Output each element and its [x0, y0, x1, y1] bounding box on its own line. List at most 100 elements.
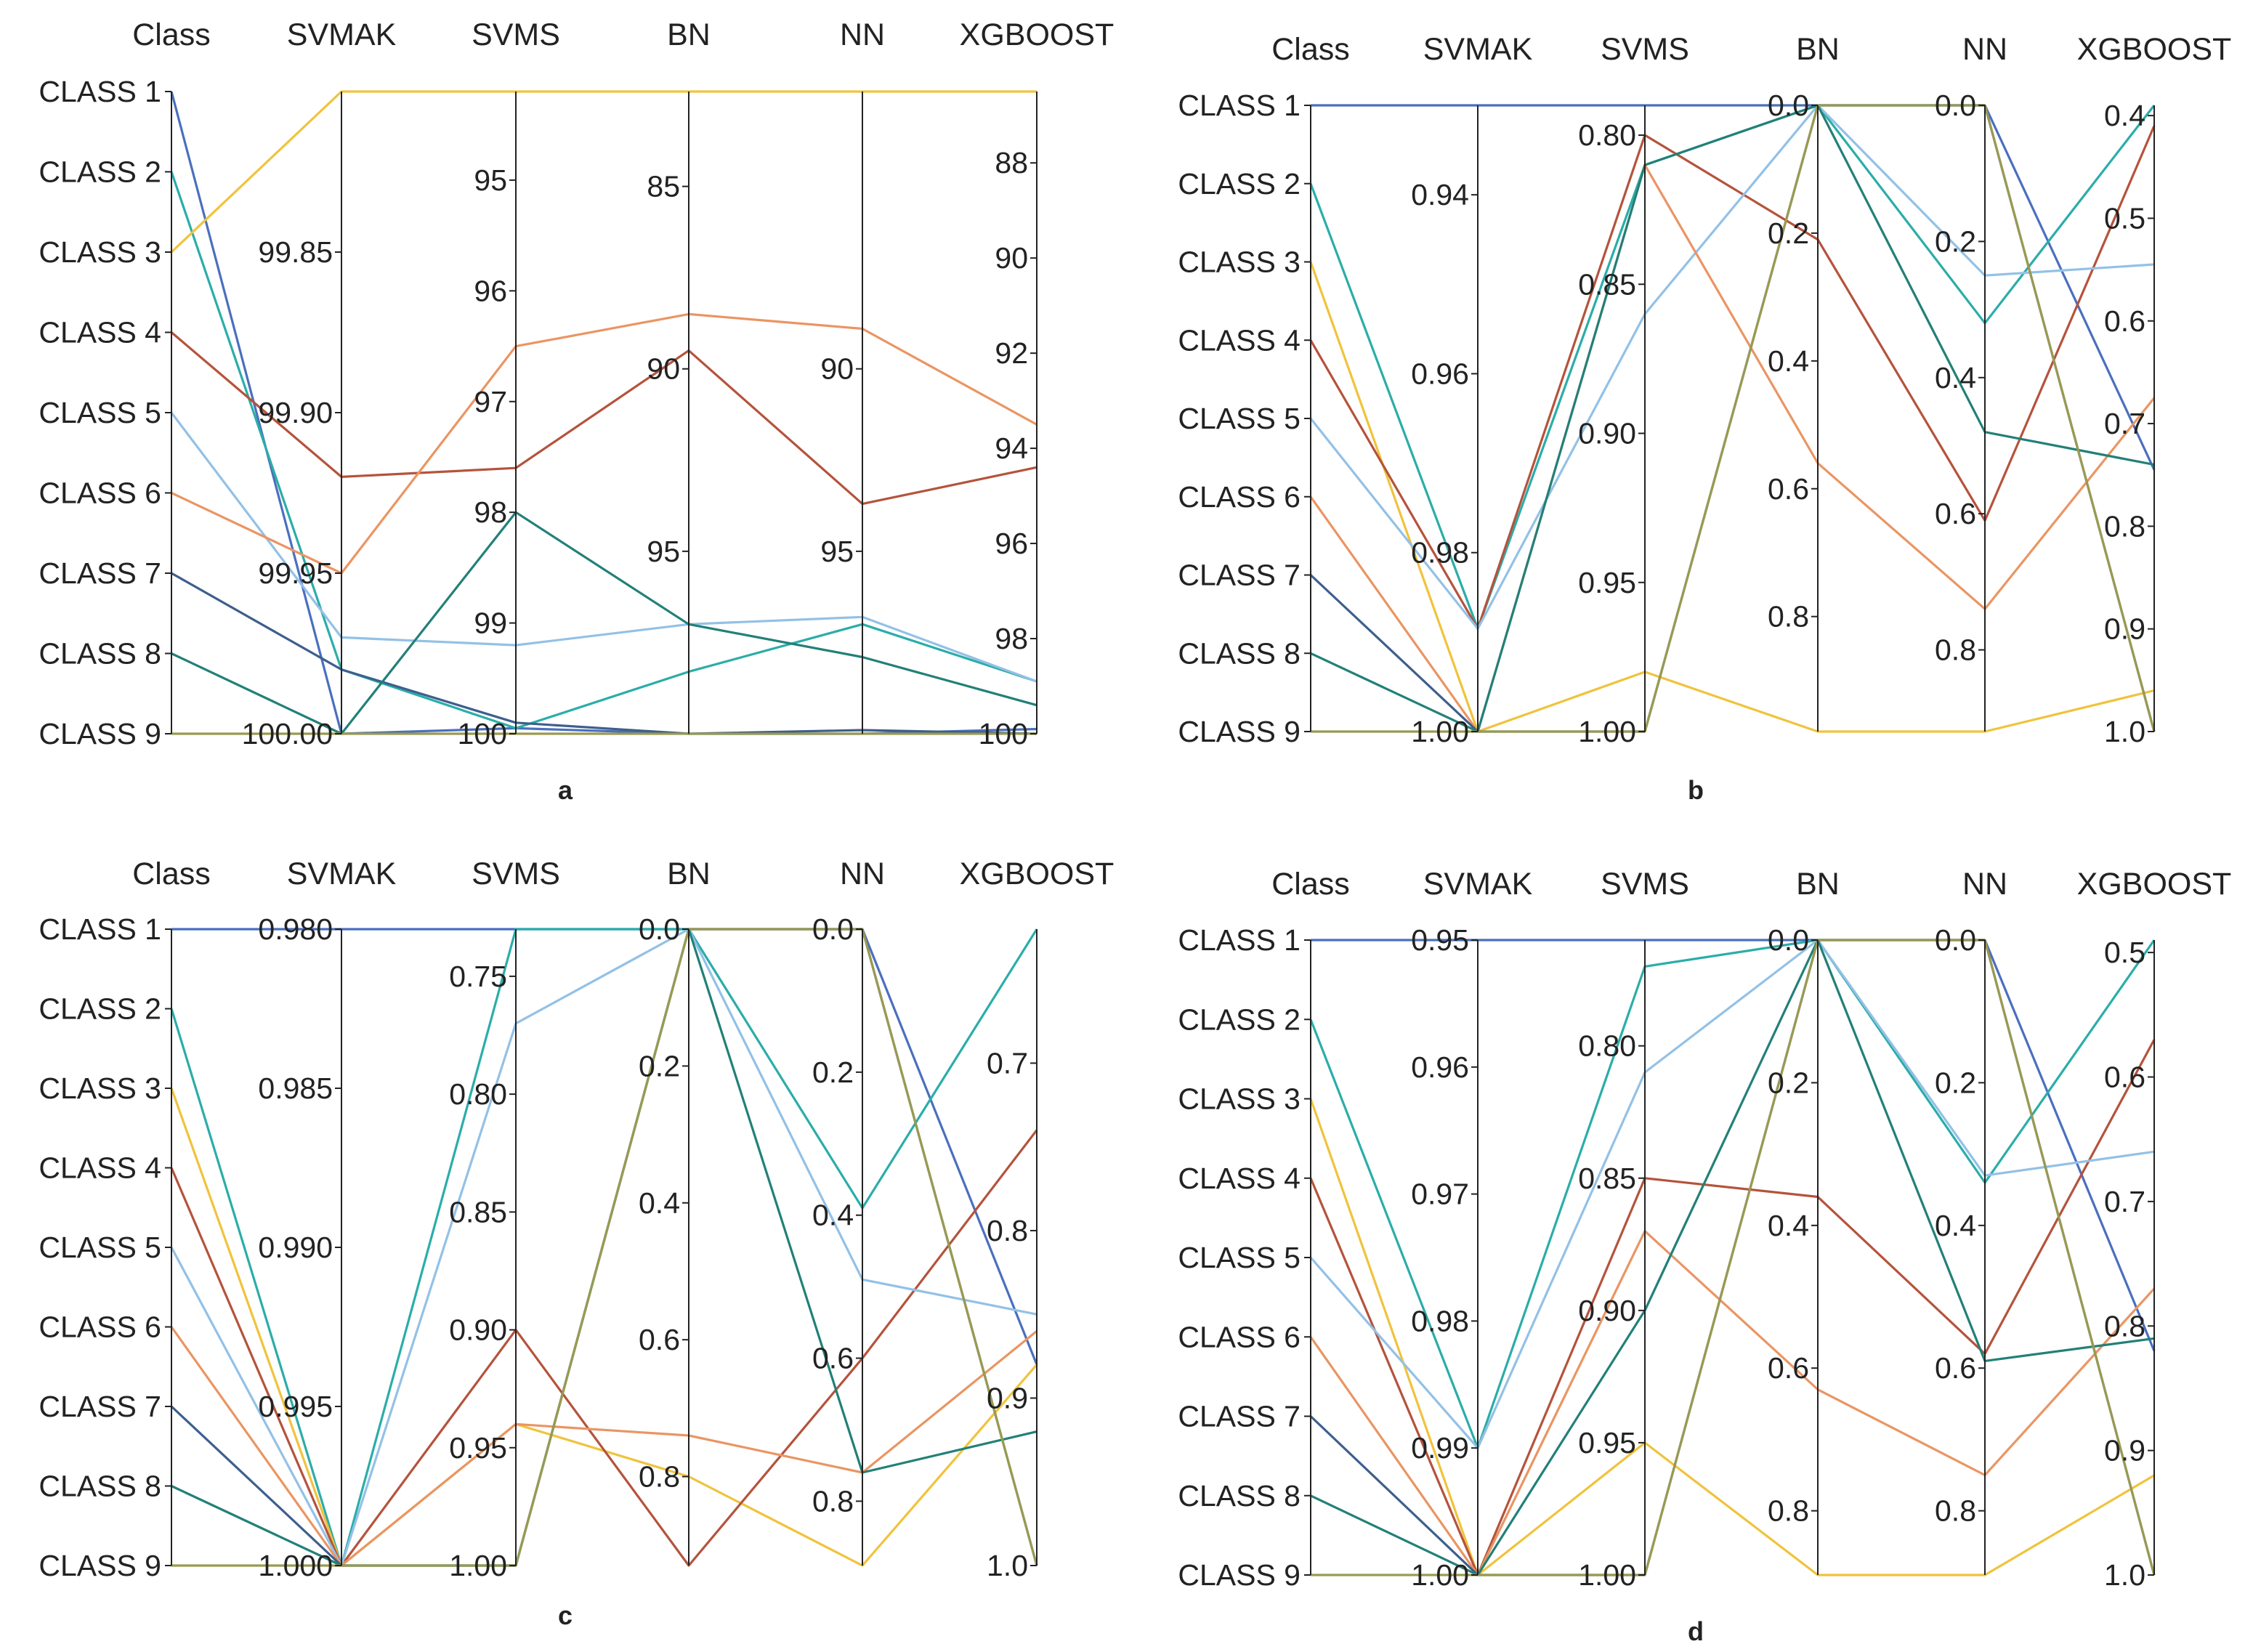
- class-axis-tick-label: CLASS 3: [1178, 1082, 1301, 1116]
- class-axis-tick-label: CLASS 8: [1178, 636, 1301, 670]
- axis-tick-label-svms: 0.95: [1578, 1426, 1636, 1459]
- axis-tick-label-svms: 0.75: [449, 960, 507, 993]
- axis-tick-label-svmak: 99.85: [258, 235, 333, 269]
- axis-tick-label-svmak: 0.95: [1411, 923, 1469, 957]
- axis-tick-label-svms: 0.85: [1578, 1162, 1636, 1195]
- axis-tick-label-bn: 0.8: [639, 1460, 680, 1494]
- class-axis-tick-label: CLASS 1: [1178, 89, 1301, 122]
- series-line-class-3: [1309, 261, 2155, 733]
- axis-tick-label-svmak: 0.995: [258, 1390, 333, 1423]
- axis-tick-label-nn: 0.2: [812, 1056, 854, 1089]
- series-line-class-3: [170, 1088, 1038, 1567]
- class-axis-tick-label: CLASS 3: [1178, 246, 1301, 279]
- axis-tick-label-svmak: 0.980: [258, 912, 333, 946]
- class-axis-tick-label: CLASS 4: [1178, 1162, 1301, 1195]
- series-line-class-8: [1310, 939, 2155, 1576]
- series-line-class-2: [1309, 939, 2156, 1449]
- series-lines: [1309, 939, 2156, 1576]
- axis-tick-label-svms: 98: [474, 495, 507, 529]
- dimension-title-svms: SVMS: [472, 17, 560, 52]
- chart-panel-b: Class SVMAK SVMS BN NN XGBOOST CLASS 1 CLASS 2 C…: [1178, 32, 2231, 805]
- panel-label: b: [1688, 775, 1704, 805]
- axis-tick-label-svmak: 0.96: [1411, 1050, 1469, 1084]
- axis-tick-label-svms: 1.00: [1578, 715, 1636, 748]
- axis-tick-label-svmak: 0.990: [258, 1231, 333, 1264]
- dimension-title-bn: BN: [1796, 867, 1840, 902]
- series-line-class-6: [171, 312, 1037, 575]
- series-line-class-3: [1309, 1098, 2155, 1576]
- axis-tick-label-bn: 0.4: [1768, 344, 1809, 378]
- axis-tick-label-svmak: 0.97: [1411, 1178, 1469, 1211]
- axis-tick-label-nn: 95: [820, 535, 854, 568]
- axis-tick-label-svmak: 99.90: [258, 396, 333, 429]
- axis-tick-label-xgboost: 0.9: [2104, 612, 2145, 646]
- axis-tick-label-svms: 0.90: [1578, 1294, 1636, 1327]
- axis-tick-label-bn: 0.6: [1768, 1351, 1809, 1385]
- series-line-class-2: [170, 928, 1038, 1567]
- dimension-title-nn: NN: [840, 17, 885, 52]
- dimension-title-svms: SVMS: [472, 857, 560, 891]
- dimension-title-bn: BN: [667, 857, 711, 891]
- class-axis-tick-label: CLASS 5: [1178, 402, 1301, 435]
- series-line-class-6: [1309, 163, 2156, 733]
- axis-tick-label-bn: 0.2: [1768, 1066, 1809, 1099]
- series-lines: [170, 928, 1038, 1567]
- series-line-class-8: [1310, 104, 2155, 733]
- axis-tick-label-svmak: 99.95: [258, 556, 333, 590]
- axis-tick-label-xgboost: 98: [995, 622, 1028, 655]
- dimension-title-svmak: SVMAK: [1423, 32, 1533, 67]
- axis-tick-label-nn: 0.8: [812, 1484, 854, 1518]
- dimension-title-class: Class: [132, 17, 211, 52]
- axis-tick-label-svms: 96: [474, 274, 507, 307]
- class-axis-tick-label: CLASS 6: [1178, 1320, 1301, 1353]
- axis-tick-label-xgboost: 94: [995, 432, 1028, 465]
- axis-tick-label-nn: 0.0: [812, 912, 854, 946]
- axis-tick-label-xgboost: 0.7: [2104, 1185, 2145, 1218]
- axis-tick-label-xgboost: 0.5: [2104, 936, 2145, 969]
- axis-tick-label-svms: 1.00: [1578, 1558, 1636, 1592]
- axis-tick-label-svms: 0.95: [449, 1431, 507, 1465]
- axis-tick-label-xgboost: 0.4: [2104, 99, 2145, 132]
- series-line-class-4: [1309, 125, 2156, 631]
- axis-tick-label-svms: 0.80: [449, 1077, 507, 1111]
- axis-tick-label-bn: 0.0: [1768, 923, 1809, 957]
- series-line-class-3: [170, 90, 1037, 254]
- axis-tick-label-nn: 0.0: [1935, 89, 1976, 122]
- class-axis-tick-label: CLASS 9: [39, 1549, 161, 1582]
- series-line-class-8: [171, 511, 1037, 735]
- dimension-title-svms: SVMS: [1601, 32, 1689, 67]
- axis-tick-label-xgboost: 0.6: [2104, 304, 2145, 338]
- series-lines: [1309, 104, 2156, 733]
- axis-tick-label-bn: 0.2: [1768, 216, 1809, 250]
- axis-tick-label-svms: 0.80: [1578, 118, 1636, 152]
- class-axis-tick-label: CLASS 4: [1178, 323, 1301, 357]
- axis-tick-label-xgboost: 0.9: [987, 1381, 1028, 1414]
- series-line-class-6: [170, 1326, 1038, 1567]
- axis-tick-label-svms: 97: [474, 385, 507, 418]
- axis-tick-label-svms: 0.80: [1578, 1029, 1636, 1063]
- class-axis-tick-label: CLASS 3: [39, 1072, 161, 1105]
- axis-tick-label-svmak: 0.98: [1411, 536, 1469, 570]
- class-axis-tick-label: CLASS 6: [39, 1311, 161, 1344]
- class-axis-tick-label: CLASS 2: [39, 155, 161, 189]
- panel-label: c: [558, 1600, 573, 1630]
- dimension-title-svmak: SVMAK: [1423, 867, 1533, 902]
- class-axis-tick-label: CLASS 9: [39, 717, 161, 750]
- axis-tick-label-nn: 0.4: [1935, 361, 1976, 394]
- axis-tick-label-svmak: 0.985: [258, 1072, 333, 1105]
- axis-tick-label-xgboost: 100: [979, 717, 1028, 750]
- class-axis-tick-label: CLASS 4: [39, 316, 161, 349]
- axis-tick-label-nn: 0.0: [1935, 923, 1976, 957]
- class-axis-tick-label: CLASS 8: [39, 1470, 161, 1503]
- axis-tick-label-xgboost: 0.7: [2104, 407, 2145, 440]
- axis-tick-label-bn: 0.6: [639, 1323, 680, 1356]
- series-line-class-4: [1309, 1039, 2156, 1576]
- series-line-class-9: [171, 928, 1038, 1567]
- class-axis-tick-label: CLASS 7: [39, 1390, 161, 1423]
- axis-tick-label-svmak: 1.000: [258, 1549, 333, 1582]
- panel-label: a: [558, 775, 573, 805]
- axis-tick-label-nn: 0.2: [1935, 224, 1976, 258]
- axis-tick-label-bn: 0.2: [639, 1049, 680, 1082]
- axis-tick-label-nn: 0.2: [1935, 1066, 1976, 1099]
- axis-tick-label-xgboost: 90: [995, 241, 1028, 275]
